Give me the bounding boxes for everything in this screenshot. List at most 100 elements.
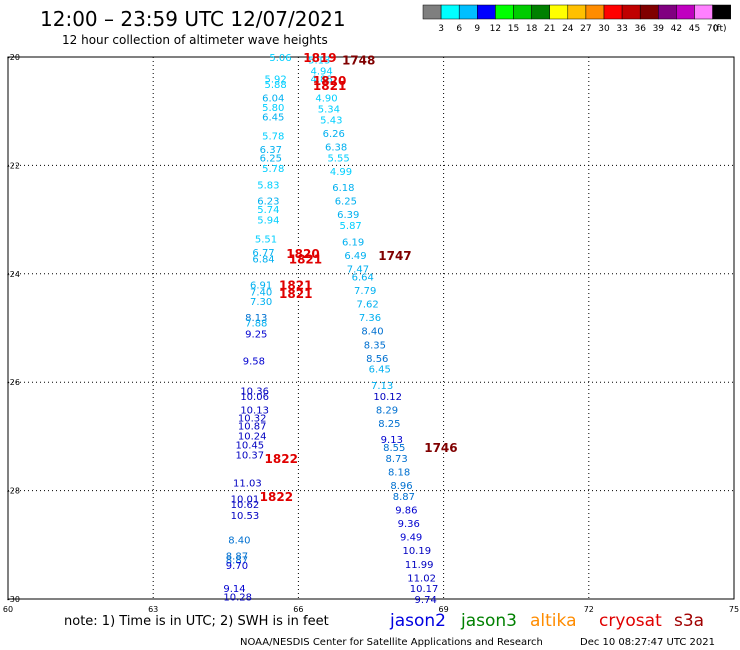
wave-height-value: 9.14 xyxy=(223,584,245,595)
wave-height-value: 10.45 xyxy=(235,441,264,452)
legend-label: 3 xyxy=(438,24,444,34)
y-tick-label: -24 xyxy=(7,270,20,279)
legend-label: 15 xyxy=(508,24,519,34)
legend-swatch xyxy=(658,4,677,20)
wave-height-value: 6.45 xyxy=(369,365,391,376)
data-points: 5.065.925.886.045.806.455.786.376.255.78… xyxy=(223,53,438,606)
wave-height-value: 10.12 xyxy=(373,392,402,403)
wave-height-value: 10.32 xyxy=(238,413,267,424)
chart-title: 12:00 – 23:59 UTC 12/07/2021 xyxy=(40,7,346,31)
wave-height-value: 7.40 xyxy=(250,288,272,299)
wave-height-value: 8.87 xyxy=(226,555,248,566)
satellite-label: s3a xyxy=(674,611,704,631)
wave-height-value: 10.06 xyxy=(240,392,269,403)
wave-height-value: 10.62 xyxy=(231,500,260,511)
color-scale-legend: 3 6 9 12 15 18 21 24 27 30 33 36 39 42 45 70 xyxy=(422,4,731,34)
legend-label: 39 xyxy=(653,24,665,34)
pass-time-label: 1820 xyxy=(286,247,319,261)
wave-height-value: 5.55 xyxy=(327,153,349,164)
axis-tick-labels: 60 63 66 69 72 75 -20 -22 -24 -26 -28 -30 xyxy=(3,53,739,614)
pass-time-label: 1819 xyxy=(303,51,336,65)
wave-height-value: 6.91 xyxy=(250,281,272,292)
wave-height-value: 10.24 xyxy=(238,431,267,442)
wave-height-value: 5.88 xyxy=(265,80,287,91)
wave-height-value: 9.74 xyxy=(415,595,437,606)
wave-height-value: 5.34 xyxy=(318,104,340,115)
wave-height-value: 5.83 xyxy=(257,180,279,191)
pass-time-label: 1821 xyxy=(289,253,322,267)
wave-height-value: 6.64 xyxy=(352,273,374,284)
wave-height-value: 10.01 xyxy=(231,495,260,506)
satellite-label: jason3 xyxy=(460,611,517,631)
wave-height-value: 4.90 xyxy=(315,94,337,105)
legend-swatch xyxy=(603,4,623,20)
wave-height-value: 5.80 xyxy=(262,103,284,114)
wave-height-value: 7.88 xyxy=(245,319,267,330)
legend-label: 21 xyxy=(544,24,555,34)
wave-height-value: 7.47 xyxy=(347,264,369,275)
legend-unit: (ft) xyxy=(713,24,727,34)
satellite-label: altika xyxy=(530,611,577,631)
wave-height-value: 8.96 xyxy=(390,481,412,492)
legend-swatch xyxy=(567,4,587,20)
pass-time-label: 1821 xyxy=(279,287,312,301)
wave-height-value: 10.87 xyxy=(238,422,267,433)
wave-height-value: 11.03 xyxy=(233,478,262,489)
wave-height-value: 4.94 xyxy=(311,67,333,78)
wave-height-value: 5.78 xyxy=(262,164,284,175)
wave-height-value: 10.19 xyxy=(402,546,431,557)
x-tick-label: 69 xyxy=(439,605,449,614)
wave-height-value: 10.13 xyxy=(240,405,269,416)
wave-height-value: 9.13 xyxy=(381,435,403,446)
wave-height-value: 7.62 xyxy=(356,300,378,311)
legend-label: 30 xyxy=(598,24,610,34)
y-tick-label: -26 xyxy=(7,378,20,387)
wave-height-value: 9.25 xyxy=(245,329,267,340)
legend-swatch xyxy=(513,4,532,20)
legend-label: 9 xyxy=(474,24,480,34)
wave-height-value: 9.49 xyxy=(400,533,422,544)
wave-height-value: 8.18 xyxy=(388,468,410,479)
wave-height-value: 6.18 xyxy=(332,183,354,194)
pass-time-label: 1820 xyxy=(313,74,346,88)
legend-swatch xyxy=(585,4,605,20)
legend-label: 33 xyxy=(616,24,627,34)
wave-height-value: 10.53 xyxy=(231,511,260,522)
satellite-label: cryosat xyxy=(599,611,662,631)
wave-height-value: 7.13 xyxy=(371,381,393,392)
legend-label: 36 xyxy=(634,24,646,34)
wave-height-value: 8.25 xyxy=(378,419,400,430)
wave-height-value: 7.30 xyxy=(250,297,272,308)
wave-height-value: 5.74 xyxy=(257,205,279,216)
plot-frame xyxy=(7,56,735,600)
x-tick-label: 75 xyxy=(729,605,739,614)
grid-lines xyxy=(8,57,734,599)
wave-height-value: 8.87 xyxy=(226,552,248,563)
x-tick-label: 66 xyxy=(293,605,303,614)
wave-height-value: 6.25 xyxy=(335,197,357,208)
y-tick-label: -22 xyxy=(7,161,20,170)
wave-height-value: 5.94 xyxy=(257,216,279,227)
wave-height-value: 8.56 xyxy=(366,354,388,365)
chart-subtitle: 12 hour collection of altimeter wave hei… xyxy=(62,33,328,47)
legend-swatch xyxy=(712,4,731,20)
legend-swatch xyxy=(495,4,514,20)
wave-height-value: 8.40 xyxy=(361,327,383,338)
wave-height-value: 8.35 xyxy=(364,340,386,351)
legend-swatch xyxy=(639,4,659,20)
legend-swatch xyxy=(422,4,442,20)
x-tick-label: 60 xyxy=(3,605,13,614)
legend-swatch xyxy=(694,4,713,20)
wave-height-value: 11.02 xyxy=(407,573,436,584)
wave-height-value: 8.87 xyxy=(393,492,415,503)
wave-height-value: 6.37 xyxy=(260,145,282,156)
wave-height-value: 6.23 xyxy=(257,197,279,208)
footer-timestamp: Dec 10 08:27:47 UTC 2021 xyxy=(580,637,715,648)
wave-height-value: 4.88 xyxy=(311,75,333,86)
legend-label: 70 xyxy=(707,24,719,34)
wave-height-value: 6.45 xyxy=(262,113,284,124)
legend-label: 27 xyxy=(580,24,591,34)
wave-height-value: 10.28 xyxy=(223,592,252,603)
